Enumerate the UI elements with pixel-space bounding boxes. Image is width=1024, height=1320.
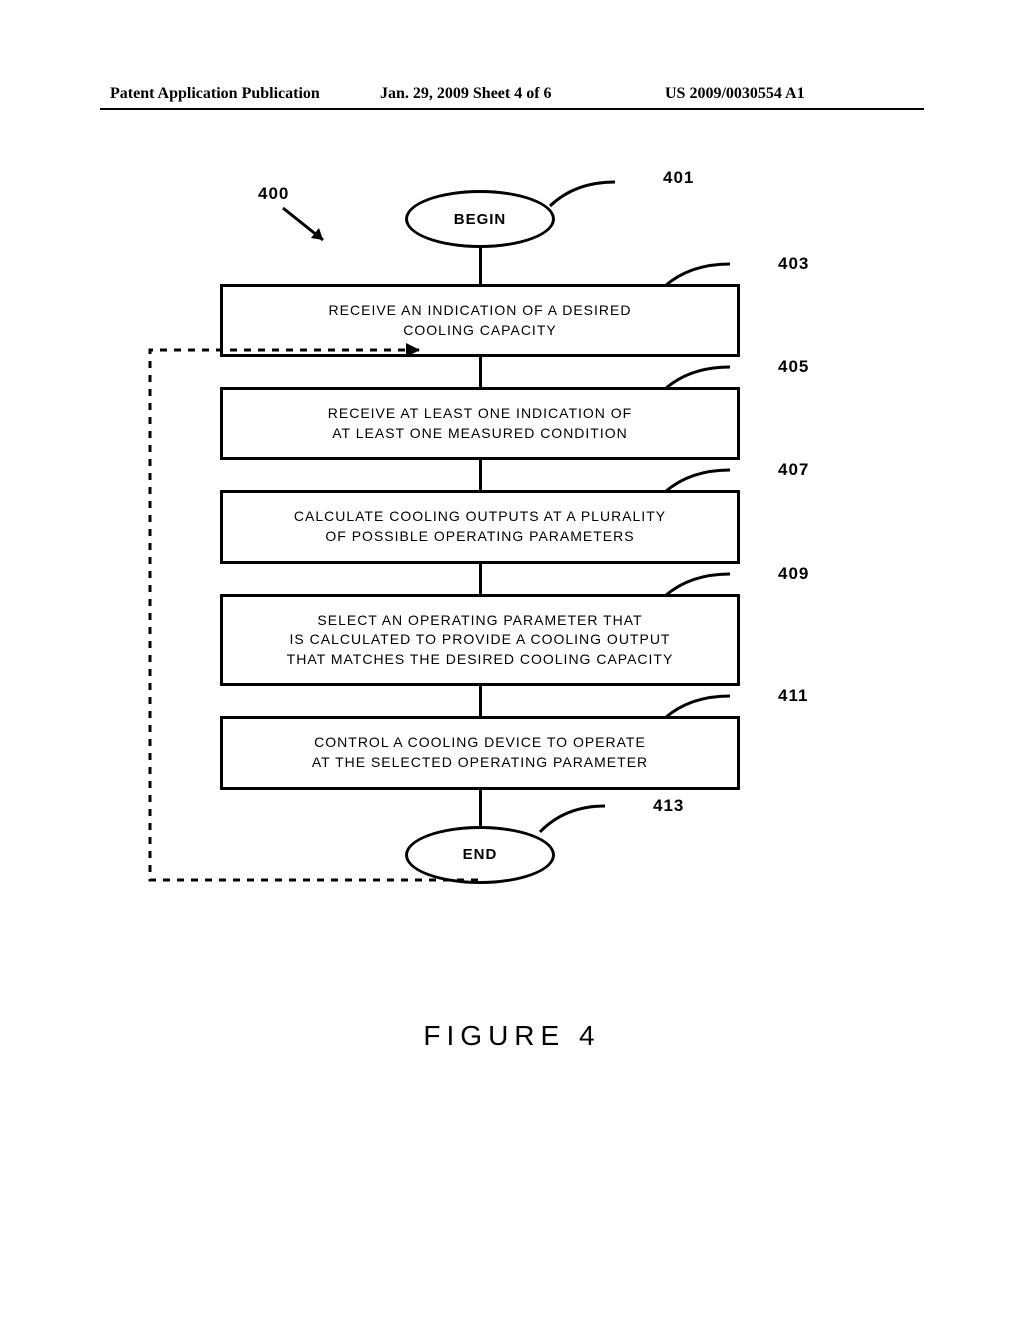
ref-411: 411 [778,686,808,706]
pointer-arrow-icon [275,204,345,252]
ref-413: 413 [653,796,684,816]
ref-403: 403 [778,254,809,274]
leader-411 [660,692,780,722]
leader-413 [535,802,655,838]
page: Patent Application Publication Jan. 29, … [0,0,1024,1320]
terminator-begin-text: BEGIN [454,211,507,228]
header-middle: Jan. 29, 2009 Sheet 4 of 6 [380,85,552,103]
header-left: Patent Application Publication [110,85,320,103]
ref-405: 405 [778,357,809,377]
header-right: US 2009/0030554 A1 [665,85,805,103]
ref-409: 409 [778,564,809,584]
flowchart: 400 BEGIN 401 RECEIVE AN INDICATION OF A… [180,190,780,884]
ref-400: 400 [258,184,289,204]
figure-caption: FIGURE 4 [0,1020,1024,1052]
leader-401 [545,176,665,216]
header-rule [100,108,924,110]
terminator-begin: BEGIN [405,190,555,248]
leader-403 [660,260,780,290]
leader-405 [660,363,780,393]
leader-409 [660,570,780,600]
ref-407: 407 [778,460,809,480]
ref-401: 401 [663,168,694,188]
leader-407 [660,466,780,496]
loopback-dashed [140,340,480,900]
connector [479,248,482,284]
process-403-text: RECEIVE AN INDICATION OF A DESIREDCOOLIN… [329,302,632,338]
